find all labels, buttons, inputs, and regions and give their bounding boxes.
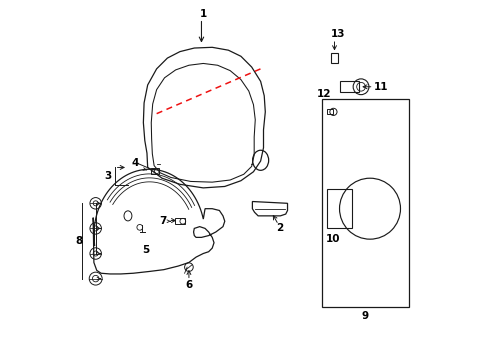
- Text: 13: 13: [330, 29, 345, 39]
- Text: 9: 9: [361, 311, 368, 321]
- Text: 1: 1: [199, 9, 206, 19]
- Bar: [326, 189, 351, 228]
- Text: 3: 3: [103, 171, 111, 181]
- Text: 6: 6: [185, 280, 192, 290]
- Text: 8: 8: [75, 236, 82, 246]
- Bar: [321, 99, 408, 307]
- Text: 12: 12: [317, 89, 331, 99]
- Text: 10: 10: [325, 234, 340, 244]
- Text: 7: 7: [159, 216, 166, 225]
- Bar: [339, 81, 359, 92]
- Bar: [330, 53, 337, 63]
- Text: 11: 11: [373, 82, 387, 92]
- Text: 2: 2: [275, 224, 283, 233]
- Text: 4: 4: [131, 158, 139, 168]
- Text: 5: 5: [142, 245, 149, 255]
